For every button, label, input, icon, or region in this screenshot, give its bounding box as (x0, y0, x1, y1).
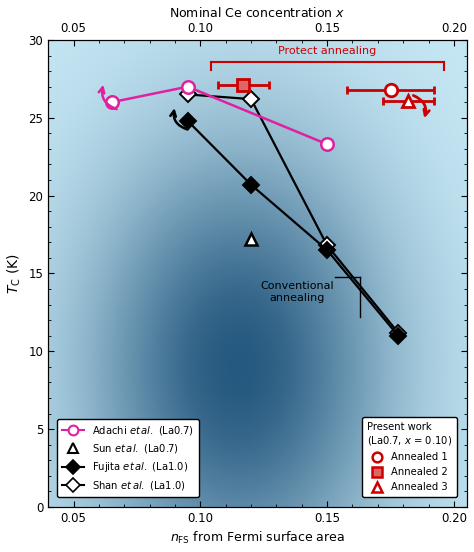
X-axis label: $n_{\mathrm{FS}}$ from Fermi surface area: $n_{\mathrm{FS}}$ from Fermi surface are… (170, 530, 345, 546)
Shan $et\ al.$ (La1.0) (395, 330, 401, 336)
Line: Shan $et\ al.$ (La1.0): Shan $et\ al.$ (La1.0) (182, 89, 404, 338)
Text: Protect annealing: Protect annealing (278, 46, 376, 56)
Fujita $et\ al.$ (La1.0) (185, 118, 191, 124)
Adachi $et\ al.$ (La0.7) (185, 83, 191, 90)
X-axis label: Nominal Ce concentration $x$: Nominal Ce concentration $x$ (169, 6, 346, 19)
Legend: Annealed 1, Annealed 2, Annealed 3: Annealed 1, Annealed 2, Annealed 3 (362, 417, 457, 497)
Fujita $et\ al.$ (La1.0) (395, 332, 401, 339)
Shan $et\ al.$ (La1.0) (324, 242, 330, 249)
Shan $et\ al.$ (La1.0) (248, 96, 254, 103)
Fujita $et\ al.$ (La1.0) (248, 182, 254, 188)
Adachi $et\ al.$ (La0.7) (109, 99, 115, 105)
Line: Fujita $et\ al.$ (La1.0): Fujita $et\ al.$ (La1.0) (182, 115, 404, 341)
Adachi $et\ al.$ (La0.7) (324, 141, 330, 147)
Shan $et\ al.$ (La1.0) (185, 91, 191, 98)
Fujita $et\ al.$ (La1.0) (324, 247, 330, 253)
Line: Adachi $et\ al.$ (La0.7): Adachi $et\ al.$ (La0.7) (105, 81, 333, 151)
Text: Conventional
annealing: Conventional annealing (260, 281, 334, 303)
Y-axis label: $T_{\mathrm{C}}$ (K): $T_{\mathrm{C}}$ (K) (6, 253, 23, 294)
